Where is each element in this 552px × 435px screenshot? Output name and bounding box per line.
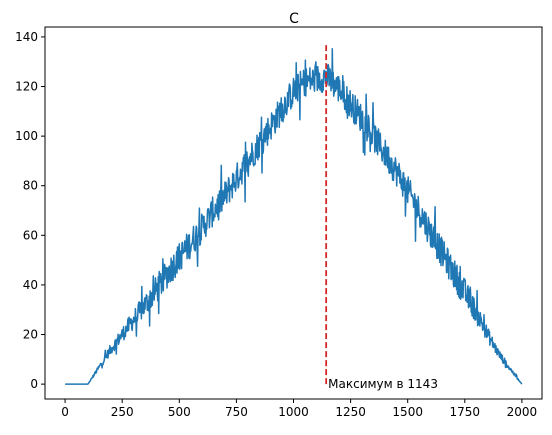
annotation-layer: Максимум в 1143 — [325, 44, 438, 391]
x-tick-label: 1000 — [278, 405, 309, 419]
max-annotation-label: Максимум в 1143 — [328, 377, 438, 391]
y-tick-label: 100 — [15, 129, 38, 143]
x-axis: 0 250 500 750 1000 1250 1500 1750 2000 — [61, 399, 537, 419]
series-layer — [64, 48, 523, 385]
y-tick-label: 120 — [15, 80, 38, 94]
x-tick-label: 250 — [111, 405, 134, 419]
x-tick-label: 1500 — [392, 405, 423, 419]
series-line — [64, 48, 523, 385]
y-tick-label: 60 — [23, 228, 38, 242]
y-tick-label: 140 — [15, 30, 38, 44]
y-tick-label: 0 — [30, 377, 38, 391]
x-tick-label: 1750 — [450, 405, 481, 419]
chart-title: C — [289, 11, 299, 27]
x-tick-label: 1250 — [335, 405, 366, 419]
y-tick-label: 40 — [23, 278, 38, 292]
y-axis: 0 20 40 60 80 100 120 140 — [15, 30, 45, 391]
x-tick-label: 500 — [168, 405, 191, 419]
y-tick-label: 20 — [23, 328, 38, 342]
x-tick-label: 750 — [225, 405, 248, 419]
x-tick-label: 0 — [61, 405, 69, 419]
x-tick-label: 2000 — [507, 405, 538, 419]
y-tick-label: 80 — [23, 179, 38, 193]
